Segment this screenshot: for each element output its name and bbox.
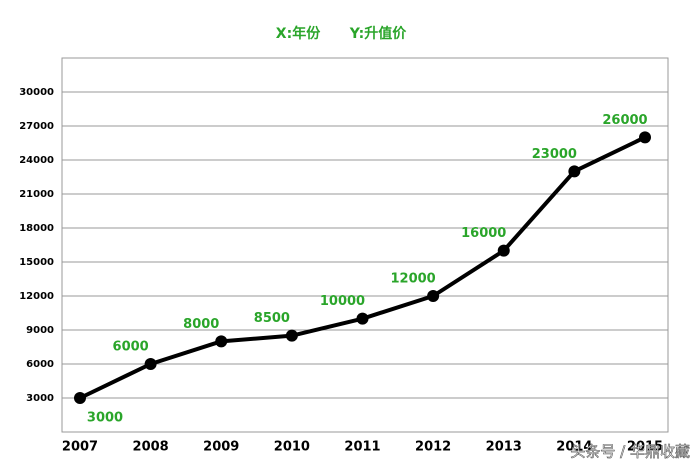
y-tick-label: 9000 <box>26 325 54 336</box>
value-label: 6000 <box>113 340 149 355</box>
x-tick-label: 2011 <box>344 440 380 455</box>
x-tick-label: 2008 <box>133 440 169 455</box>
value-label: 23000 <box>532 147 577 162</box>
value-label: 12000 <box>391 272 436 287</box>
y-tick-label: 24000 <box>19 155 54 166</box>
y-tick-label: 3000 <box>26 393 54 404</box>
y-tick-label: 18000 <box>19 223 54 234</box>
y-tick-label: 30000 <box>19 87 54 98</box>
point <box>285 329 298 342</box>
value-label: 8500 <box>254 311 290 326</box>
point <box>356 312 369 325</box>
value-label: 16000 <box>461 226 506 241</box>
point <box>74 392 86 404</box>
line <box>79 135 646 400</box>
point <box>144 358 157 370</box>
y-tick-label: 12000 <box>19 291 54 302</box>
x-tick-label: 2014 <box>556 440 592 455</box>
value-label: 26000 <box>602 113 647 128</box>
point <box>639 131 651 144</box>
value-label: 10000 <box>320 294 365 309</box>
x-tick-label: 2009 <box>203 440 239 455</box>
y-axis-label: Y:升值价 <box>349 25 408 42</box>
y-tick-label: 15000 <box>19 257 54 268</box>
point <box>215 335 228 348</box>
point <box>427 290 440 302</box>
watermark: 头条号 / 华鼎收藏 <box>570 443 690 461</box>
x-tick-label: 2010 <box>274 440 310 455</box>
x-tick-label: 2012 <box>415 440 451 455</box>
x-tick-label: 2015 <box>627 440 663 455</box>
point <box>497 244 510 257</box>
value-label: 8000 <box>183 317 219 332</box>
x-tick-label: 2013 <box>486 440 522 455</box>
y-tick-label: 21000 <box>19 189 54 200</box>
y-tick-label: 6000 <box>26 359 54 370</box>
x-axis-label: X:年份 <box>276 25 321 42</box>
x-tick-label: 2007 <box>62 440 98 455</box>
plot-frame <box>61 57 669 433</box>
point <box>568 165 581 178</box>
y-tick-label: 27000 <box>19 121 54 132</box>
value-label: 3000 <box>87 411 123 426</box>
